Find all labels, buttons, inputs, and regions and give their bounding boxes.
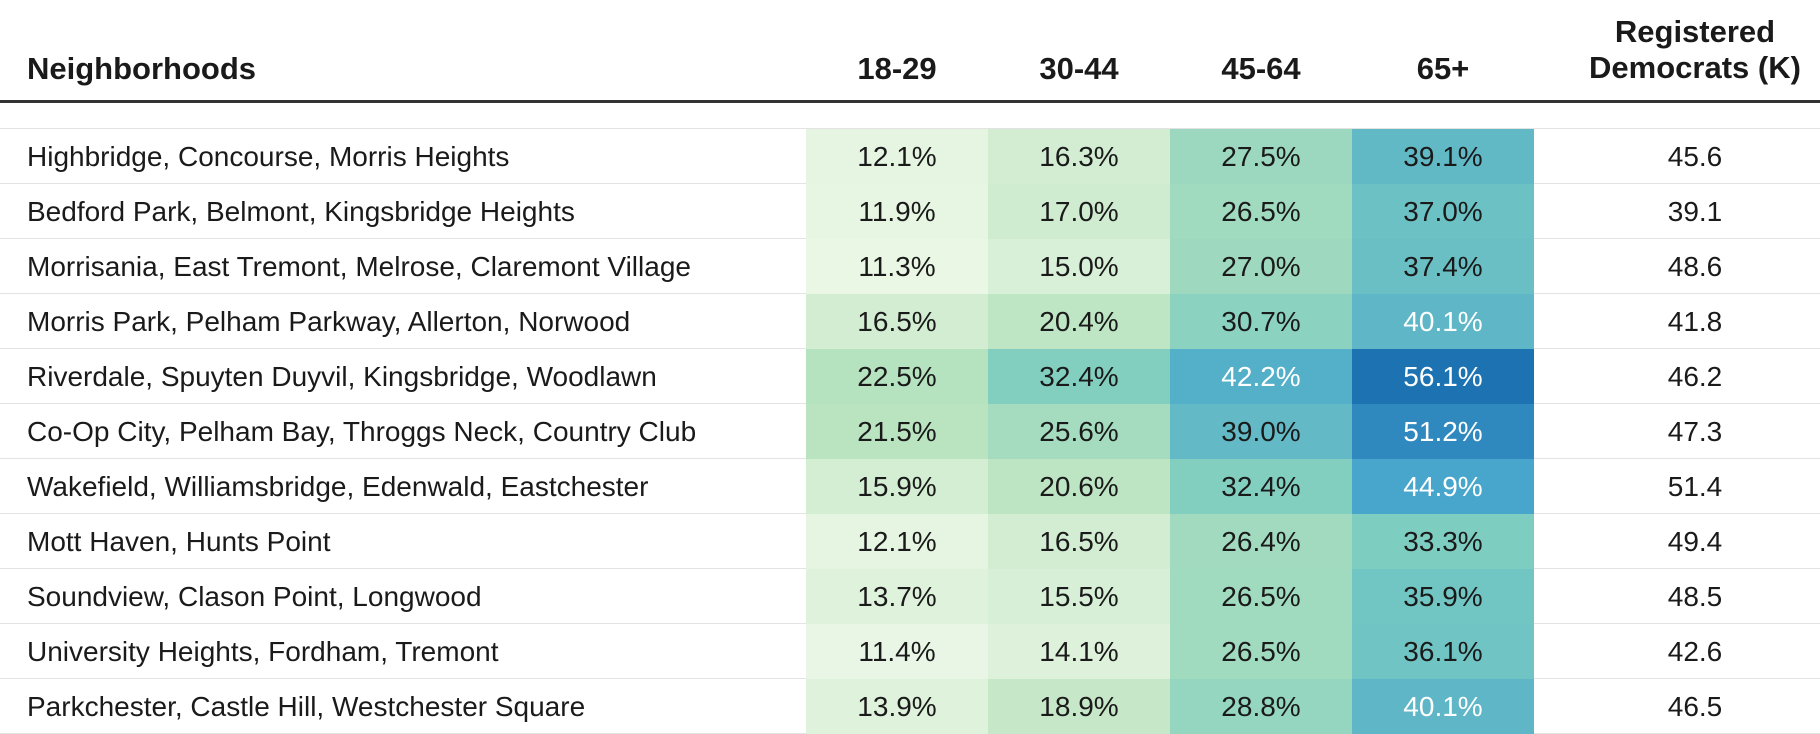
heatmap-cell-30-44: 17.0%	[988, 184, 1170, 239]
heatmap-cell-45-64: 26.4%	[1170, 514, 1352, 569]
heatmap-cell-45-64: 27.0%	[1170, 239, 1352, 294]
heatmap-cell-45-64: 32.4%	[1170, 459, 1352, 514]
heatmap-cell-30-44: 16.3%	[988, 129, 1170, 184]
heatmap-cell-18-29: 11.9%	[806, 184, 988, 239]
registered-democrats-cell: 47.3	[1667, 416, 1723, 447]
neighborhood-cell: Mott Haven, Hunts Point	[27, 526, 331, 557]
heatmap-cell-18-29: 12.1%	[806, 129, 988, 184]
neighborhood-cell: Morris Park, Pelham Parkway, Allerton, N…	[27, 306, 631, 337]
heatmap-cell-65-plus: 39.1%	[1352, 129, 1534, 184]
neighborhood-cell: Morrisania, East Tremont, Melrose, Clare…	[27, 251, 691, 282]
heatmap-cell-18-29: 21.5%	[806, 404, 988, 459]
heatmap-cell-30-44: 16.5%	[988, 514, 1170, 569]
heatmap-cell-30-44: 15.0%	[988, 239, 1170, 294]
header-registered-line1: Registered	[1614, 14, 1776, 49]
table-row: Wakefield, Williamsbridge, Edenwald, Eas…	[0, 459, 1820, 514]
heatmap-cell-18-29: 11.4%	[806, 624, 988, 679]
heatmap-cell-65-plus: 40.1%	[1352, 679, 1534, 734]
heatmap-cell-18-29: 12.1%	[806, 514, 988, 569]
heatmap-cell-65-plus: 56.1%	[1352, 349, 1534, 404]
header-spacer-divider	[0, 128, 1820, 129]
table-row: Highbridge, Concourse, Morris Heights 12.…	[0, 129, 1820, 184]
heatmap-cell-30-44: 15.5%	[988, 569, 1170, 624]
header-age-30-44: 30-44	[1039, 51, 1119, 86]
registered-democrats-cell: 46.5	[1667, 691, 1723, 722]
heatmap-cell-65-plus: 33.3%	[1352, 514, 1534, 569]
heatmap-cell-65-plus: 40.1%	[1352, 294, 1534, 349]
heatmap-cell-18-29: 11.3%	[806, 239, 988, 294]
neighborhood-cell: Co-Op City, Pelham Bay, Throggs Neck, Co…	[27, 416, 697, 447]
heatmap-cell-45-64: 26.5%	[1170, 569, 1352, 624]
heatmap-cell-18-29: 13.7%	[806, 569, 988, 624]
header-registered-line2: Democrats (K)	[1589, 50, 1801, 85]
neighborhood-cell: Riverdale, Spuyten Duyvil, Kingsbridge, …	[27, 361, 657, 392]
table-row: Riverdale, Spuyten Duyvil, Kingsbridge, …	[0, 349, 1820, 404]
header-age-65-plus: 65+	[1416, 51, 1470, 86]
heatmap-cell-30-44: 18.9%	[988, 679, 1170, 734]
table-row: Co-Op City, Pelham Bay, Throggs Neck, Co…	[0, 404, 1820, 459]
heatmap-cell-30-44: 20.4%	[988, 294, 1170, 349]
heatmap-cell-45-64: 30.7%	[1170, 294, 1352, 349]
heatmap-cell-45-64: 26.5%	[1170, 184, 1352, 239]
heatmap-cell-45-64: 39.0%	[1170, 404, 1352, 459]
neighborhood-cell: Bedford Park, Belmont, Kingsbridge Heigh…	[27, 196, 575, 227]
heatmap-cell-30-44: 32.4%	[988, 349, 1170, 404]
registered-democrats-cell: 51.4	[1667, 471, 1723, 502]
table-header: Neighborhoods 18-29 30-44 45-64 65+ Regi…	[0, 0, 1820, 103]
neighborhood-cell: Soundview, Clason Point, Longwood	[27, 581, 482, 612]
header-age-45-64: 45-64	[1221, 51, 1301, 86]
header-registered-democrats: Registered Democrats (K)	[1540, 14, 1820, 86]
table-row: Soundview, Clason Point, Longwood 13.7% 15…	[0, 569, 1820, 624]
neighborhood-cell: University Heights, Fordham, Tremont	[27, 636, 499, 667]
table-row: Mott Haven, Hunts Point 12.1% 16.5% 26.4% 33…	[0, 514, 1820, 569]
registered-democrats-cell: 39.1	[1667, 196, 1723, 227]
table-row: Morrisania, East Tremont, Melrose, Clare…	[0, 239, 1820, 294]
neighborhood-cell: Wakefield, Williamsbridge, Edenwald, Eas…	[27, 471, 649, 502]
heatmap-cell-65-plus: 51.2%	[1352, 404, 1534, 459]
registered-democrats-cell: 49.4	[1667, 526, 1723, 557]
heatmap-cell-65-plus: 37.0%	[1352, 184, 1534, 239]
header-age-18-29: 18-29	[857, 51, 937, 86]
heatmap-cell-30-44: 25.6%	[988, 404, 1170, 459]
heatmap-cell-65-plus: 37.4%	[1352, 239, 1534, 294]
heatmap-cell-30-44: 20.6%	[988, 459, 1170, 514]
neighborhood-cell: Parkchester, Castle Hill, Westchester Sq…	[27, 691, 586, 722]
heatmap-cell-45-64: 27.5%	[1170, 129, 1352, 184]
heatmap-cell-65-plus: 36.1%	[1352, 624, 1534, 679]
heatmap-cell-18-29: 15.9%	[806, 459, 988, 514]
heatmap-cell-45-64: 28.8%	[1170, 679, 1352, 734]
heatmap-cell-65-plus: 35.9%	[1352, 569, 1534, 624]
heatmap-cell-18-29: 13.9%	[806, 679, 988, 734]
registered-democrats-cell: 41.8	[1667, 306, 1723, 337]
heatmap-cell-45-64: 26.5%	[1170, 624, 1352, 679]
heatmap-cell-65-plus: 44.9%	[1352, 459, 1534, 514]
heatmap-cell-18-29: 22.5%	[806, 349, 988, 404]
registered-democrats-cell: 42.6	[1667, 636, 1723, 667]
table-row: Parkchester, Castle Hill, Westchester Sq…	[0, 679, 1820, 734]
registered-democrats-cell: 46.2	[1667, 361, 1723, 392]
header-neighborhoods: Neighborhoods	[27, 51, 257, 86]
heatmap-cell-18-29: 16.5%	[806, 294, 988, 349]
registered-democrats-cell: 48.6	[1667, 251, 1723, 282]
heatmap-cell-45-64: 42.2%	[1170, 349, 1352, 404]
registered-democrats-cell: 48.5	[1667, 581, 1723, 612]
heatmap-cell-30-44: 14.1%	[988, 624, 1170, 679]
neighborhood-cell: Highbridge, Concourse, Morris Heights	[27, 141, 510, 172]
table-row: University Heights, Fordham, Tremont 11.4…	[0, 624, 1820, 679]
table-row: Bedford Park, Belmont, Kingsbridge Heigh…	[0, 184, 1820, 239]
registered-democrats-cell: 45.6	[1667, 141, 1723, 172]
table-row: Morris Park, Pelham Parkway, Allerton, N…	[0, 294, 1820, 349]
